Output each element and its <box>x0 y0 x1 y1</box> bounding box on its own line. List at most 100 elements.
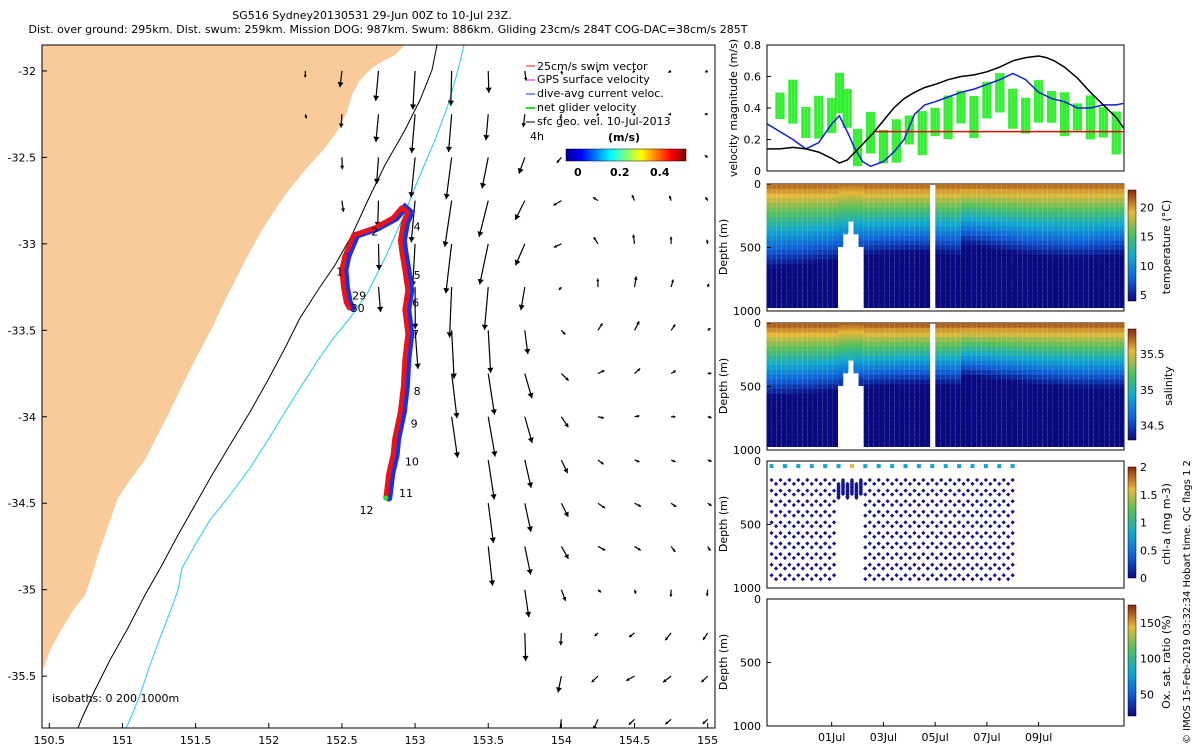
depth-cell <box>884 436 890 443</box>
chla-sample <box>930 477 935 483</box>
depth-cell <box>1047 226 1053 233</box>
depth-cell <box>945 259 951 266</box>
chla-sample <box>818 534 823 539</box>
depth-cell <box>904 273 910 280</box>
depth-cell <box>802 431 808 438</box>
depth-cell <box>1073 417 1079 424</box>
depth-cell <box>1083 370 1089 377</box>
chla-sample <box>831 477 837 483</box>
depth-cell <box>863 240 869 247</box>
depth-cell <box>1017 273 1023 280</box>
depth-cell <box>1001 332 1007 339</box>
depth-cell <box>899 259 905 266</box>
chla-sample <box>956 530 962 536</box>
depth-cell <box>807 193 813 200</box>
depth-cell <box>1104 384 1110 391</box>
depth-cell <box>1022 259 1028 266</box>
chla-sample <box>796 573 801 578</box>
depth-cell <box>1068 337 1074 344</box>
depth-cell <box>807 398 813 405</box>
depth-cell <box>781 240 787 247</box>
depth-cell <box>1078 356 1084 362</box>
depth-cell <box>1093 389 1099 396</box>
depth-cell <box>955 297 961 304</box>
depth-cell <box>940 283 946 290</box>
depth-cell <box>1047 207 1053 214</box>
depth-cell <box>971 226 977 233</box>
depth-cell <box>792 360 798 367</box>
depth-cell <box>1078 235 1084 242</box>
velocity-vector <box>447 114 453 152</box>
chla-sample <box>1010 530 1015 536</box>
depth-cell <box>776 254 782 261</box>
chla-sample <box>872 502 877 508</box>
depth-cell <box>1006 269 1012 275</box>
depth-cell <box>894 398 900 405</box>
depth-cell <box>1052 441 1058 447</box>
depth-cell <box>894 212 900 219</box>
depth-cell <box>1093 292 1099 299</box>
depth-cell <box>1119 403 1125 410</box>
depth-cell <box>884 226 890 233</box>
depth-cell <box>1114 207 1120 214</box>
depth-cell <box>1006 374 1012 381</box>
depth-cell <box>771 327 777 334</box>
depth-cell <box>1104 259 1110 266</box>
depth-cell <box>879 231 885 238</box>
depth-cell <box>960 370 966 377</box>
depth-cell <box>955 408 961 414</box>
depth-cell <box>981 374 987 381</box>
depth-cell <box>873 422 879 429</box>
depth-cell <box>925 384 931 391</box>
chla-sample <box>796 520 801 525</box>
chla-sample <box>930 552 935 557</box>
depth-cell <box>1093 426 1099 433</box>
depth-cell <box>1073 441 1079 447</box>
depth-cell <box>1073 254 1079 261</box>
depth-cell <box>1047 417 1053 424</box>
depth-cell <box>1063 332 1069 339</box>
depth-cell <box>1037 323 1043 329</box>
depth-cell <box>940 273 946 280</box>
depth-cell <box>868 412 874 419</box>
depth-cell <box>935 327 941 334</box>
depth-cell <box>817 346 823 353</box>
depth-cell <box>766 379 772 386</box>
depth-cell <box>914 393 920 400</box>
depth-cell <box>1047 254 1053 261</box>
depth-cell <box>935 431 941 438</box>
depth-cell <box>812 422 818 429</box>
depth-cell <box>792 417 798 424</box>
chla-sample <box>992 573 997 578</box>
chla-sample <box>983 520 988 525</box>
depth-cell <box>966 269 972 275</box>
depth-cell <box>996 337 1002 344</box>
depth-cell <box>971 184 977 190</box>
depth-cell <box>966 337 972 344</box>
depth-cell <box>1037 346 1043 353</box>
depth-cell <box>781 259 787 266</box>
chla-sample <box>1001 488 1006 493</box>
depth-cell <box>1099 221 1105 228</box>
depth-cell <box>1047 269 1053 275</box>
depth-cell <box>1109 254 1115 261</box>
depth-cell <box>996 287 1002 294</box>
depth-cell <box>1114 422 1120 429</box>
depth-cell <box>1104 302 1110 308</box>
depth-cell <box>1001 384 1007 391</box>
depth-cell <box>919 360 925 367</box>
chla-sample <box>916 576 922 582</box>
depth-cell <box>1027 240 1033 247</box>
depth-cell <box>996 408 1002 414</box>
depth-cell <box>981 426 987 433</box>
depth-cell <box>1027 332 1033 339</box>
depth-cell <box>945 426 951 433</box>
depth-cell <box>1058 259 1064 266</box>
depth-cell <box>807 365 813 372</box>
depth-cell <box>802 374 808 381</box>
depth-cell <box>909 323 915 329</box>
depth-cell <box>976 226 982 233</box>
depth-cell <box>1042 436 1048 443</box>
depth-cell <box>1037 398 1043 405</box>
depth-cell <box>1027 297 1033 304</box>
